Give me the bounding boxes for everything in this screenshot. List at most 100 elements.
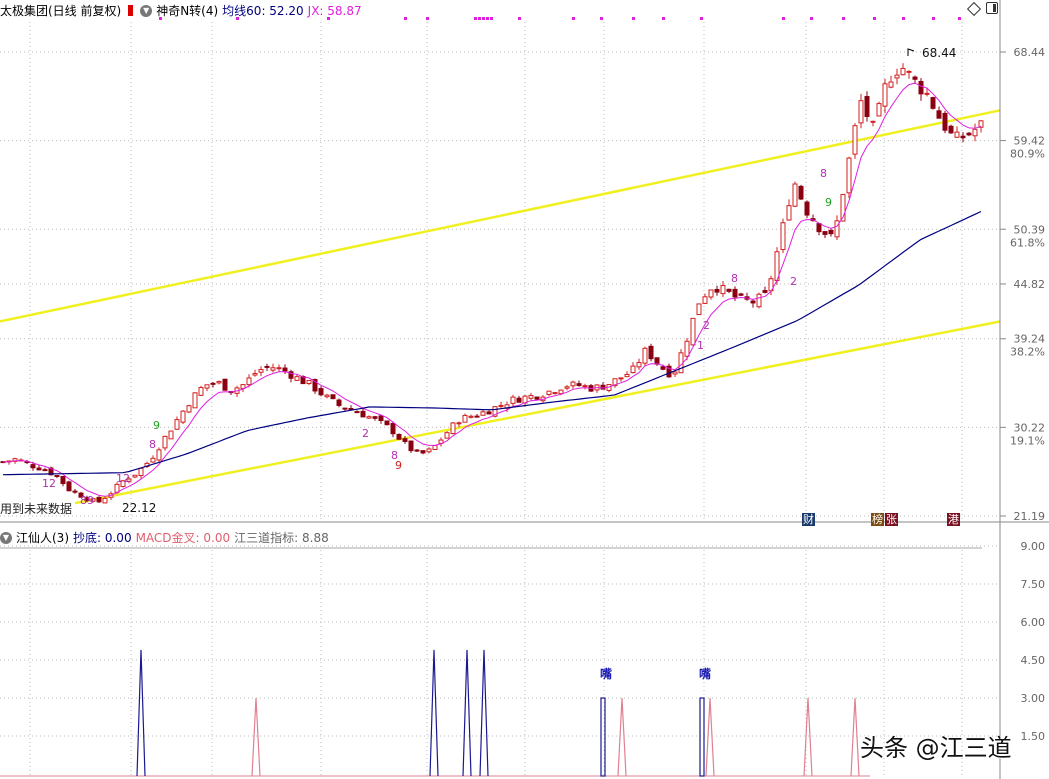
candle-body xyxy=(948,125,954,134)
sub-tick-label: 3.00 xyxy=(1021,692,1046,705)
candle-body xyxy=(630,365,636,374)
candle-body xyxy=(942,112,948,131)
candle-body xyxy=(78,492,84,498)
signal-dot xyxy=(518,17,521,20)
low-price-label: 22.12 xyxy=(122,501,157,515)
candle-body xyxy=(114,483,120,493)
signal-dot xyxy=(482,17,485,20)
candle-body xyxy=(342,407,348,410)
price-tick-label: 68.44 xyxy=(1014,46,1046,59)
candle-body xyxy=(618,377,624,380)
signal-dot xyxy=(486,17,489,20)
signal-number: 1 xyxy=(697,339,704,352)
ma-lines xyxy=(2,82,982,497)
candle-body xyxy=(876,103,882,117)
pink-spike xyxy=(803,697,813,777)
candle-body xyxy=(750,300,756,304)
stock-title[interactable]: 太极集团(日线 前复权) xyxy=(0,4,122,18)
price-tick-label: 59.42 xyxy=(1014,135,1046,148)
candle-body xyxy=(672,371,678,375)
candle-body xyxy=(702,296,708,304)
jx-line xyxy=(2,82,982,497)
mouth-label-1: 嘴 xyxy=(600,667,613,681)
candle-body xyxy=(402,438,408,442)
signal-number: 8 xyxy=(391,449,398,462)
indicator-name[interactable]: 神奇N转(4) xyxy=(156,4,219,18)
signal-dot xyxy=(474,17,477,20)
signal-number: 9 xyxy=(153,419,160,432)
candle-body xyxy=(498,404,504,407)
candle-body xyxy=(864,96,870,117)
candle-body xyxy=(12,458,18,462)
candle-body xyxy=(408,440,414,452)
signal-dot xyxy=(572,17,575,20)
candle-body xyxy=(714,288,720,293)
candle-body xyxy=(444,432,450,439)
candle-body xyxy=(384,420,390,426)
candle-body xyxy=(54,475,60,478)
signal-number: 2 xyxy=(362,427,369,440)
signal-dot xyxy=(404,17,407,20)
candle-body xyxy=(468,415,474,418)
signal-number: 8 xyxy=(731,272,738,285)
pink-spike xyxy=(850,697,860,777)
top-signal-dots xyxy=(159,17,961,20)
candle-body xyxy=(492,406,498,417)
pink-spike xyxy=(705,697,715,777)
lower-channel-line xyxy=(74,320,1001,505)
signal-number: 8 xyxy=(149,438,156,451)
candle-body xyxy=(282,367,288,372)
candle-body xyxy=(708,289,714,298)
candle-body xyxy=(552,392,558,395)
candle-body xyxy=(132,474,138,478)
event-tag-hk[interactable]: 港 xyxy=(947,513,960,526)
signal-dot xyxy=(327,17,330,20)
panel-toggle-icon[interactable] xyxy=(986,2,998,14)
candle-body xyxy=(732,288,738,298)
candle-body xyxy=(486,411,492,415)
macd-value: MACD金叉: 0.00 xyxy=(135,531,231,545)
chevron-down-icon[interactable]: ▼ xyxy=(0,531,12,544)
chevron-down-icon[interactable]: ▼ xyxy=(140,4,153,17)
candle-body xyxy=(222,378,228,391)
candle-body xyxy=(204,384,210,389)
candle-body xyxy=(414,449,420,452)
candle-body xyxy=(96,496,102,503)
candle-body xyxy=(252,373,258,376)
event-tag-finance[interactable]: 财 xyxy=(802,513,815,526)
pink-spike xyxy=(617,697,627,777)
candle-body xyxy=(738,293,744,296)
event-tag-rise[interactable]: 张 xyxy=(885,513,898,526)
sub-indicator-name[interactable]: 江仙人(3) xyxy=(16,531,69,545)
price-tick-label: 30.22 xyxy=(1014,421,1046,434)
candle-body xyxy=(210,382,216,385)
candle-body xyxy=(582,385,588,388)
candle-type-icon[interactable] xyxy=(128,5,134,16)
candle-body xyxy=(936,110,942,119)
candle-body xyxy=(954,131,960,138)
candle-body xyxy=(852,125,858,155)
navy-spike xyxy=(136,649,146,777)
candle-body xyxy=(456,422,462,425)
candle-body xyxy=(624,373,630,378)
signal-number: 9 xyxy=(825,196,832,209)
candle-body xyxy=(102,497,108,504)
signal-number: 8 xyxy=(820,167,827,180)
fib-label: 38.2% xyxy=(1010,346,1045,359)
candle-body xyxy=(684,340,690,357)
signal-number: 9 xyxy=(395,459,402,472)
signal-number: 12 xyxy=(116,472,130,485)
candle-body xyxy=(420,450,426,454)
candle-body xyxy=(120,480,126,487)
candle-body xyxy=(534,396,540,400)
event-tag-rank[interactable]: 榜 xyxy=(871,513,884,526)
candle-body xyxy=(564,386,570,389)
price-tick-label: 21.19 xyxy=(1014,510,1046,523)
signal-dot xyxy=(932,17,935,20)
sub-tick-label: 9.00 xyxy=(1021,540,1046,553)
candle-body xyxy=(912,76,918,80)
candle-body xyxy=(426,448,432,453)
candle-body xyxy=(36,467,42,471)
high-marker-icon xyxy=(907,48,915,56)
candle-body xyxy=(162,435,168,449)
